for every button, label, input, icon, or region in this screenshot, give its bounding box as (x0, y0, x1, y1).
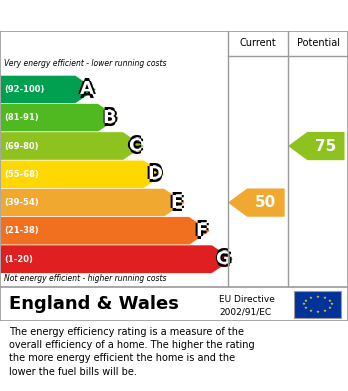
Text: D: D (147, 165, 162, 183)
Text: B: B (103, 109, 116, 127)
Text: ★: ★ (323, 309, 326, 313)
Text: D: D (147, 162, 162, 180)
Text: ★: ★ (330, 302, 334, 307)
Text: (92-100): (92-100) (4, 85, 45, 94)
Text: ★: ★ (316, 310, 319, 314)
Text: F: F (193, 222, 206, 240)
Text: ★: ★ (303, 299, 307, 303)
Text: C: C (128, 134, 141, 152)
Text: B: B (103, 112, 116, 130)
Text: D: D (147, 169, 162, 187)
Text: A: A (81, 81, 95, 99)
Text: F: F (197, 222, 209, 240)
Text: Potential: Potential (296, 38, 340, 48)
Text: G: G (214, 250, 229, 268)
Text: D: D (145, 165, 160, 183)
Text: Current: Current (240, 38, 276, 48)
Text: 2002/91/EC: 2002/91/EC (219, 307, 271, 316)
Polygon shape (1, 160, 165, 188)
Text: A: A (80, 84, 94, 102)
Polygon shape (1, 188, 185, 217)
Polygon shape (288, 132, 345, 160)
Text: E: E (170, 194, 182, 212)
Text: (55-68): (55-68) (4, 170, 39, 179)
Text: F: F (195, 219, 207, 237)
Text: C: C (126, 137, 140, 155)
Polygon shape (228, 188, 285, 217)
Text: D: D (149, 165, 164, 183)
Text: C: C (128, 137, 141, 155)
Text: E: E (168, 194, 181, 212)
Text: C: C (128, 140, 141, 158)
Polygon shape (1, 245, 233, 273)
Text: A: A (80, 81, 94, 99)
Text: 50: 50 (255, 195, 277, 210)
Text: G: G (215, 253, 230, 271)
Text: G: G (217, 250, 232, 268)
Polygon shape (1, 104, 119, 132)
Text: ★: ★ (309, 296, 313, 300)
Text: (1-20): (1-20) (4, 255, 33, 264)
Text: B: B (101, 109, 114, 127)
Text: Not energy efficient - higher running costs: Not energy efficient - higher running co… (4, 274, 167, 283)
Text: E: E (172, 194, 184, 212)
Text: E: E (170, 197, 182, 215)
Text: E: E (170, 190, 182, 208)
Text: ★: ★ (328, 299, 332, 303)
Bar (294, 291, 341, 318)
Polygon shape (1, 132, 144, 160)
Polygon shape (1, 75, 96, 104)
Text: ★: ★ (316, 295, 319, 299)
Text: (81-91): (81-91) (4, 113, 39, 122)
Text: ★: ★ (328, 306, 332, 310)
Text: 75: 75 (315, 138, 337, 154)
Text: G: G (215, 250, 230, 268)
Text: C: C (130, 137, 143, 155)
Text: ★: ★ (301, 302, 306, 307)
Text: G: G (215, 247, 230, 265)
Text: ★: ★ (303, 306, 307, 310)
Text: Energy Efficiency Rating: Energy Efficiency Rating (9, 8, 219, 23)
Text: A: A (80, 77, 94, 95)
Text: The energy efficiency rating is a measure of the
overall efficiency of a home. T: The energy efficiency rating is a measur… (9, 327, 254, 377)
Text: (39-54): (39-54) (4, 198, 39, 207)
Text: B: B (104, 109, 118, 127)
Text: ★: ★ (323, 296, 326, 300)
Text: England & Wales: England & Wales (9, 295, 179, 314)
Text: (21-38): (21-38) (4, 226, 39, 235)
Polygon shape (1, 217, 210, 245)
Text: Very energy efficient - lower running costs: Very energy efficient - lower running co… (4, 59, 167, 68)
Text: EU Directive: EU Directive (219, 295, 275, 304)
Text: A: A (78, 81, 92, 99)
Text: ★: ★ (309, 309, 313, 313)
Text: F: F (195, 225, 207, 243)
Text: F: F (195, 222, 207, 240)
Text: B: B (103, 106, 116, 124)
Text: (69-80): (69-80) (4, 142, 39, 151)
